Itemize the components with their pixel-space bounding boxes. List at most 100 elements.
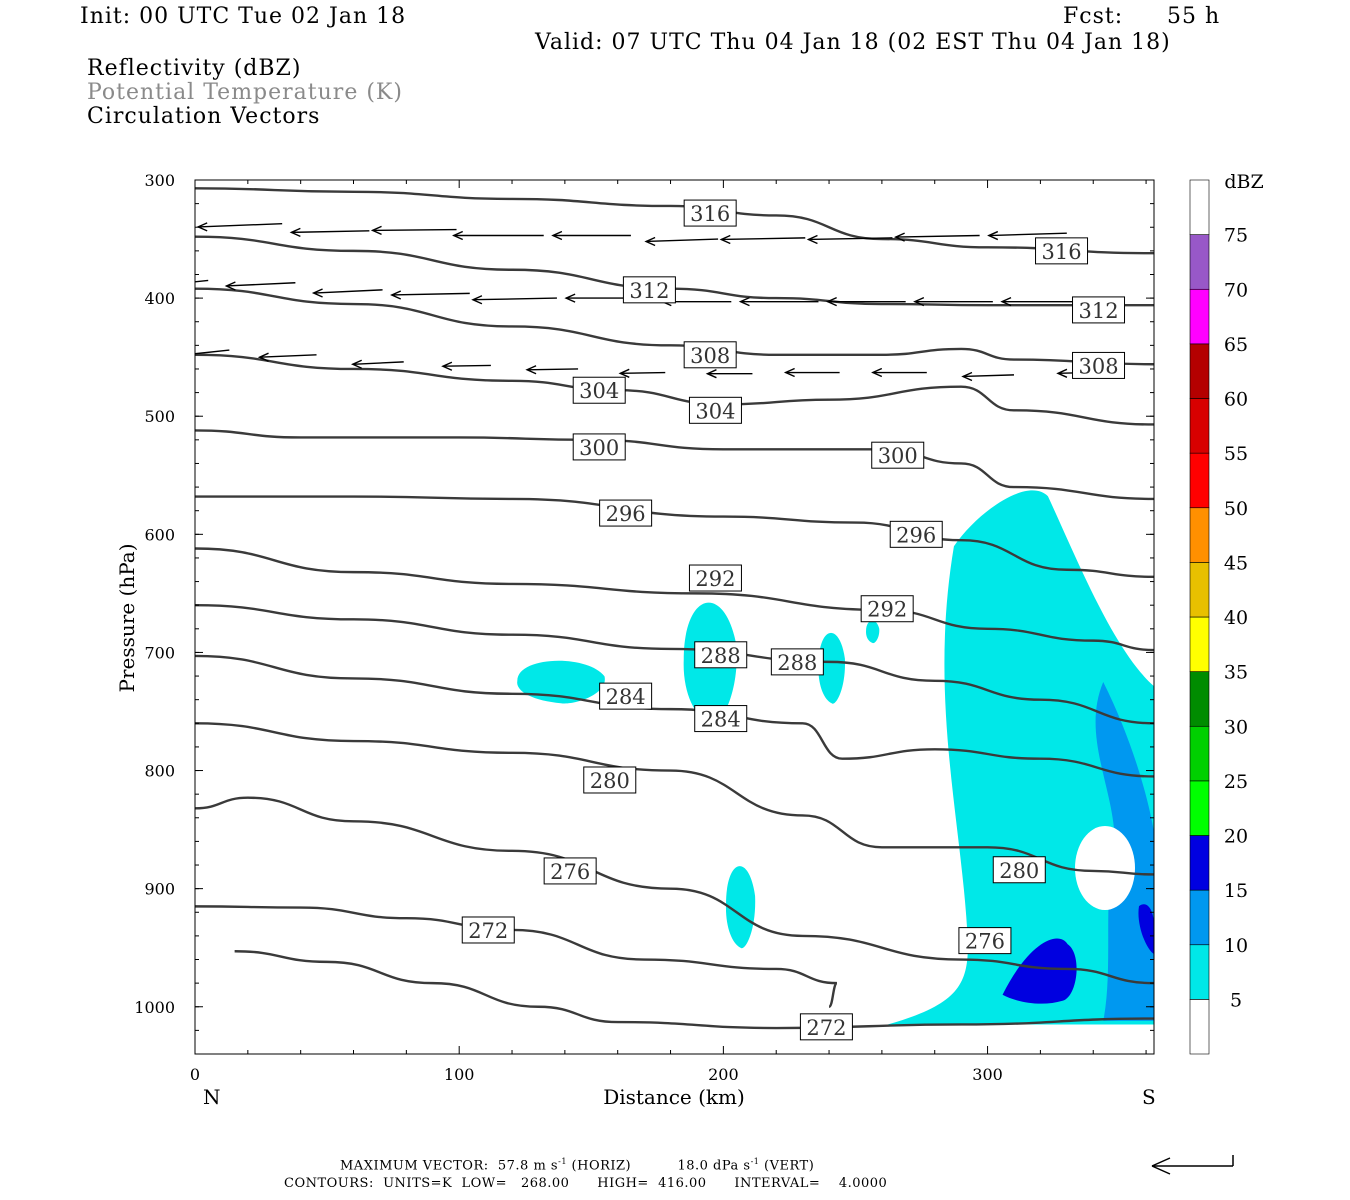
reflectivity-cell-6 (866, 620, 880, 644)
contour-label-280: 280 (583, 766, 637, 794)
contour-label-300: 300 (871, 441, 925, 469)
vector-head-7 (719, 234, 731, 245)
vector-head-4 (452, 230, 464, 241)
vector-head-29 (783, 367, 795, 378)
colorbar-label-70: 70 (1224, 279, 1248, 301)
contour-label-text: 276 (965, 930, 1005, 954)
theta-contour-316 (195, 187, 1154, 255)
forecast-hours: 55 h (1167, 4, 1221, 29)
contour-label-box (871, 441, 925, 469)
theta-contour-276 (195, 796, 1154, 985)
theta-contour-272 (195, 905, 839, 1008)
forecast-label: Fcst: (1063, 4, 1124, 29)
theta-contour-304 (195, 353, 1154, 426)
colorbar-swatch-2 (1189, 889, 1210, 946)
vector-head-24 (350, 359, 362, 369)
vector-head-10 (987, 230, 999, 241)
theta-contour-284 (195, 654, 1154, 778)
contour-label-box (1072, 351, 1126, 379)
colorbar-swatch-3 (1189, 835, 1210, 891)
plot-frame (194, 179, 1155, 1055)
contour-label-316: 316 (1035, 237, 1089, 265)
contour-label-312: 312 (622, 276, 676, 304)
contour-label-box (1072, 296, 1126, 324)
contour-label-284: 284 (599, 682, 653, 710)
contour-label-text: 304 (695, 399, 735, 423)
contour-label-box (622, 276, 676, 304)
contour-label-box (683, 199, 737, 227)
contour-label-box (683, 341, 737, 369)
contour-label-layer: 316 316 312 312 308 308 304 304 300 300 296 296 292 2… (461, 199, 1126, 1041)
y-tick-label-900: 900 (144, 880, 175, 899)
y-tick-label-400: 400 (144, 289, 175, 308)
contour-label-308: 308 (1072, 351, 1126, 379)
reflectivity-cell-2 (1002, 904, 1154, 1004)
vector-head-12 (224, 281, 236, 291)
vector-14 (391, 292, 470, 296)
vector-6 (646, 238, 719, 243)
contour-label-284: 284 (694, 705, 748, 733)
vector-head-27 (618, 368, 630, 378)
vector-10 (988, 232, 1067, 237)
vector-27 (620, 371, 666, 375)
vector-head-21 (1000, 297, 1012, 307)
contour-label-text: 316 (1041, 240, 1081, 264)
contour-label-box (799, 1013, 853, 1041)
contour-label-272: 272 (461, 916, 515, 944)
theta-contour-296 (195, 495, 1154, 579)
vector-head-5 (551, 230, 563, 241)
y-tick-label-500: 500 (144, 407, 175, 426)
contour-label-box (770, 648, 824, 676)
colorbar-swatch-12 (1189, 343, 1210, 399)
x-tick-label-300: 300 (972, 1065, 1003, 1084)
x-left-label: N (203, 1085, 221, 1109)
colorbar-swatch-5 (1189, 725, 1210, 782)
vector-8 (808, 237, 893, 241)
contour-label-288: 288 (770, 648, 824, 676)
contour-label-text: 284 (606, 685, 646, 709)
colorbar-label-40: 40 (1224, 607, 1248, 629)
colorbar-label-75: 75 (1224, 225, 1248, 247)
vector-3 (372, 228, 457, 232)
y-tick-label-700: 700 (144, 643, 175, 662)
contour-label-text: 284 (701, 708, 741, 732)
contour-label-308: 308 (683, 341, 737, 369)
vector-2 (291, 230, 370, 234)
contour-label-box (694, 705, 748, 733)
colorbar-label-55: 55 (1224, 443, 1248, 465)
vector-head-13 (311, 288, 323, 298)
init-time: Init: 00 UTC Tue 02 Jan 18 (80, 4, 407, 29)
vector-head-32 (1056, 368, 1068, 378)
colorbar-label-60: 60 (1224, 389, 1248, 411)
contour-label-312: 312 (1072, 296, 1126, 324)
colorbar-swatch-14 (1189, 234, 1210, 290)
legend-potential-temperature: Potential Temperature (K) (87, 80, 403, 105)
colorbar-swatch-1 (1189, 944, 1210, 1000)
vector-head-18 (738, 297, 750, 307)
contour-label-280: 280 (992, 856, 1046, 884)
vector-head-16 (564, 293, 576, 303)
vector-head-22 (169, 352, 178, 360)
contour-label-box (1035, 237, 1089, 265)
contour-label-box (860, 595, 914, 623)
y-axis-title: Pressure (hPa) (115, 544, 139, 693)
contour-label-text: 308 (1078, 354, 1118, 378)
vector-7 (721, 237, 806, 241)
contour-label-box (543, 857, 597, 885)
contour-label-box (599, 682, 653, 710)
colorbar: 5 10 15 20 25 30 35 40 45 50 55 60 65 70 75 (1189, 179, 1248, 1055)
contour-label-box (688, 396, 742, 424)
vector-23 (259, 354, 317, 358)
vector-head-0 (111, 227, 120, 235)
vector-head-14 (390, 290, 402, 300)
axes-layer: 300 400 500 600 700 800 900 1000 0 100 200 300 (134, 171, 1154, 1084)
vector-12 (226, 282, 296, 287)
legend-circulation-vectors: Circulation Vectors (87, 104, 321, 129)
colorbar-label-30: 30 (1224, 716, 1248, 738)
vector-head-25 (441, 361, 453, 371)
colorbar-label-15: 15 (1224, 880, 1248, 902)
colorbar-swatch-10 (1189, 452, 1210, 509)
contour-label-text: 272 (468, 919, 508, 943)
y-tick-label-1000: 1000 (134, 998, 175, 1017)
x-axis-title: Distance (km) (603, 1085, 745, 1109)
